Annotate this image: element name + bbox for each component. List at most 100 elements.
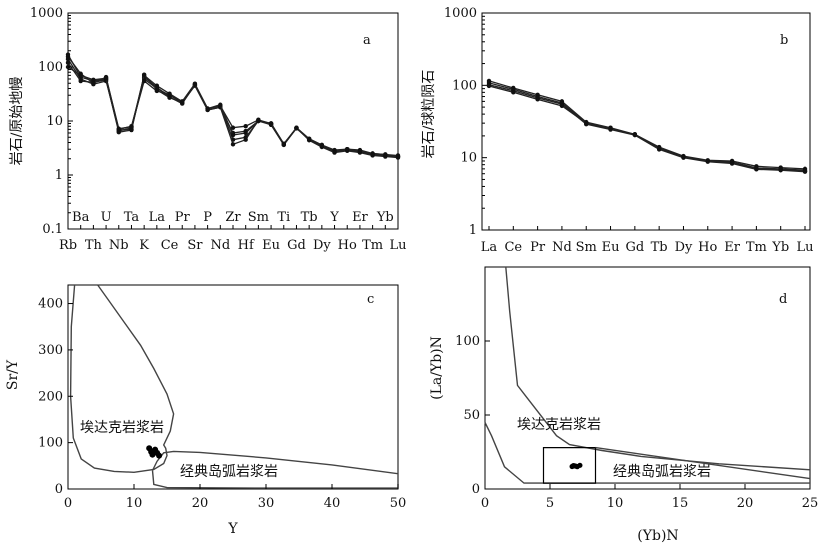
panel-a-point-4-Ho <box>345 147 350 152</box>
panel-b-point-3-Sm <box>584 120 589 126</box>
panel-b-letter: b <box>780 33 788 48</box>
panel-b-point-3-Ce <box>511 90 516 95</box>
panel-a-xlabel-top: Ti <box>277 210 290 225</box>
panel-a-point-3-Rb <box>65 60 71 65</box>
panel-c-xtick-label: 40 <box>324 496 341 511</box>
panel-a-point-4-U <box>103 76 109 81</box>
panel-b-point-3-Lu <box>802 168 808 174</box>
panel-a-xlabel-bottom: Gd <box>287 238 306 253</box>
panel-b-xlabel: La <box>481 240 498 255</box>
panel-d-adakite-field <box>484 266 811 484</box>
panel-c-xtick-label: 0 <box>64 496 72 511</box>
panel-c-ytick-label: 100 <box>38 436 63 451</box>
panel-c-points <box>146 445 163 459</box>
panel-a-xlabel-top: Tb <box>301 210 318 225</box>
panel-d-arc-tail <box>595 446 811 480</box>
panel-b-xlabel: Dy <box>675 240 693 255</box>
panel-c-letter: c <box>367 292 374 307</box>
panel-a-xlabel-bottom: Dy <box>313 238 331 253</box>
panel-a-xlabel-top: Ta <box>124 210 140 225</box>
panel-a-xlabel-top: Er <box>352 210 368 225</box>
panel-d-fields <box>484 266 811 484</box>
panel-b-series-group <box>486 78 808 174</box>
panel-b-frame <box>481 12 811 231</box>
panel-b-xlabel: Tb <box>651 240 668 255</box>
panel-b-ytick-label: 1 <box>469 223 477 238</box>
panel-b-xlabel: Yb <box>771 240 789 255</box>
panel-a-point-3-Ba <box>78 78 83 84</box>
panel-b-xlabel: Pr <box>530 240 546 255</box>
panel-a-xlabel-bottom: Tm <box>362 238 383 253</box>
panel-c-adakite-field <box>69 284 175 474</box>
panel-a-xlabel-bottom: Sr <box>187 238 203 253</box>
panel-b-ytick-label: 10 <box>460 151 477 166</box>
panel-a-xlabel-top: La <box>149 210 166 225</box>
panel-a-ytick-label: 100 <box>38 60 63 75</box>
panel-d-xtick-label: 5 <box>546 496 554 511</box>
panel-a-point-2-Rb <box>65 56 71 62</box>
panel-a-point-4-Eu <box>268 121 274 126</box>
panel-a-xlabel-top: Sm <box>248 210 269 225</box>
panel-b-xlabel: Sm <box>576 240 597 255</box>
panel-a-point-4-Sr <box>192 81 198 86</box>
panel-d-ytick-label: 0 <box>472 482 480 497</box>
panel-a-xlabel-top: Zr <box>225 210 241 225</box>
panel-c-adakite-label: 埃达克岩浆岩 <box>80 420 164 436</box>
panel-a-xlabel-bottom: Hf <box>238 238 255 253</box>
panel-c-fields <box>69 284 399 489</box>
panel-a-point-4-Gd <box>294 125 299 131</box>
panel-a-xlabel-top: Yb <box>376 210 394 225</box>
panel-b-ytick-label: 100 <box>452 78 477 93</box>
panel-b-point-3-Nd <box>559 103 565 109</box>
panel-c-xlabel: Y <box>227 521 238 537</box>
panel-c-ticks: 0 10 20 30 40 50 0 100 200 300 400 <box>38 297 406 511</box>
panel-d-letter: d <box>779 292 787 307</box>
panel-d-arc-label: 经典岛弧岩浆岩 <box>613 464 711 480</box>
panel-a-point-4-Zr <box>230 132 236 138</box>
panel-d-xtick-label: 15 <box>672 496 689 511</box>
panel-a-ytick-label: 10 <box>46 114 63 129</box>
panel-c-ytick-label: 400 <box>38 297 63 312</box>
panel-c-frame <box>67 284 399 490</box>
panel-a-point-4-Y <box>332 147 337 153</box>
panel-b-ytick-label: 1000 <box>444 6 477 21</box>
panel-a-xlabel-bottom: Nb <box>109 238 129 253</box>
panel-c-sample-point-6 <box>156 452 163 459</box>
panel-a-xlabel-top: Y <box>329 210 339 225</box>
panel-c-ytick-label: 0 <box>55 482 63 497</box>
panel-a-xlabel-bottom: Lu <box>389 238 406 253</box>
panel-c-ytick-label: 200 <box>38 389 63 404</box>
panel-a-point-4-Sm <box>256 118 261 124</box>
panel-a-xlabel-bottom: Rb <box>59 238 77 253</box>
panel-b-xlabel: Nd <box>552 240 572 255</box>
panel-c-xtick-label: 10 <box>126 496 143 511</box>
panel-a-point-4-Er <box>357 148 363 154</box>
panel-a-point-4-Nb <box>116 126 121 131</box>
panel-b-point-3-Tb <box>656 146 662 152</box>
panel-d-xtick-label: 25 <box>802 496 819 511</box>
panel-b-point-3-Pr <box>535 97 540 102</box>
panel-a-xlabel-bottom: Ce <box>161 238 179 253</box>
panel-b-point-3-Dy <box>681 154 686 159</box>
panel-a-point-4-Ti <box>281 141 286 146</box>
panel-a-ytick-label: 0.1 <box>42 222 63 237</box>
panel-d-frame <box>484 266 811 490</box>
panel-a-point-4-La <box>154 88 160 94</box>
panel-a-ytick-label: 1000 <box>30 6 63 21</box>
panel-a-xlabel-bottom: K <box>139 238 149 253</box>
panel-d-ytick-label: 100 <box>455 334 480 349</box>
panel-a-letter: a <box>363 33 371 48</box>
panel-c-xtick-label: 20 <box>192 496 209 511</box>
panel-d-points <box>569 462 583 470</box>
panel-a-xlabel-top: U <box>101 210 112 225</box>
panel-c-ytick-label: 300 <box>38 343 63 358</box>
panel-b-xlabel: Lu <box>796 240 813 255</box>
panel-a-point-4-Tm <box>370 151 375 156</box>
panel-a-point-4-Tb <box>306 137 312 142</box>
panel-b-ree-diagram: 1 10 100 1000 La Ce Pr Nd Sm Eu Gd Tb Dy Ho Er Tm Yb Lu b… <box>421 6 814 255</box>
panel-b-xlabel: Er <box>724 240 740 255</box>
panel-a-point-3-Hf <box>243 137 248 142</box>
panel-a-point-0-Hf <box>243 124 248 129</box>
panel-a-xlabel-bottom: Ho <box>338 238 357 253</box>
